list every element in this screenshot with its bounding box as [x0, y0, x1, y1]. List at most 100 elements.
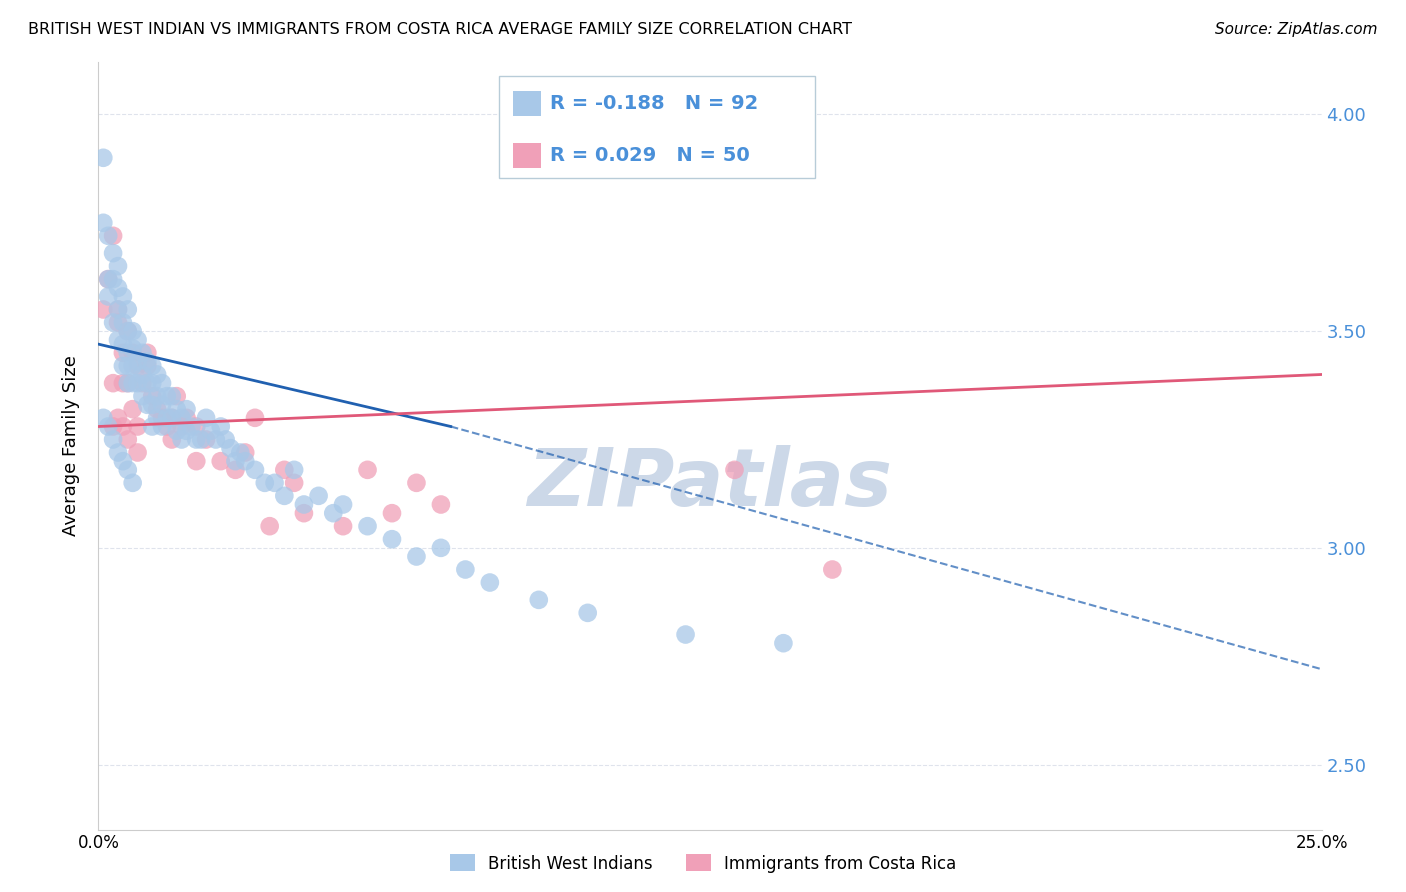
Point	[101, 419, 124, 434]
Point	[111, 337, 134, 351]
Point	[195, 410, 218, 425]
Point	[121, 342, 143, 356]
Point	[127, 419, 149, 434]
Point	[209, 419, 232, 434]
Point	[91, 410, 114, 425]
Point	[170, 419, 193, 434]
Point	[97, 272, 120, 286]
Point	[186, 419, 208, 434]
Point	[91, 151, 114, 165]
Point	[243, 463, 266, 477]
Point	[170, 410, 193, 425]
Point	[111, 454, 134, 468]
Point	[186, 433, 208, 447]
Point	[160, 433, 183, 447]
Point	[214, 433, 236, 447]
Point	[136, 359, 159, 373]
Text: Source: ZipAtlas.com: Source: ZipAtlas.com	[1215, 22, 1378, 37]
Text: R = -0.188   N = 92: R = -0.188 N = 92	[550, 94, 758, 113]
Point	[107, 302, 129, 317]
Point	[107, 259, 129, 273]
Point	[405, 475, 427, 490]
Point	[111, 289, 134, 303]
Point	[322, 506, 344, 520]
Point	[224, 454, 246, 468]
Point	[141, 376, 163, 391]
Point	[259, 519, 281, 533]
Point	[454, 562, 477, 576]
Legend: British West Indians, Immigrants from Costa Rica: British West Indians, Immigrants from Co…	[443, 847, 963, 880]
Point	[107, 333, 129, 347]
Point	[381, 532, 404, 546]
Point	[253, 475, 276, 490]
Point	[224, 463, 246, 477]
Point	[146, 368, 169, 382]
Point	[190, 433, 212, 447]
Point	[141, 359, 163, 373]
Point	[430, 541, 453, 555]
Point	[136, 376, 159, 391]
Point	[117, 324, 139, 338]
Point	[107, 281, 129, 295]
Point	[117, 376, 139, 391]
Point	[772, 636, 794, 650]
Point	[170, 433, 193, 447]
Point	[166, 402, 188, 417]
Point	[150, 398, 173, 412]
Point	[101, 433, 124, 447]
Point	[166, 389, 188, 403]
Point	[141, 398, 163, 412]
Point	[160, 389, 183, 403]
Point	[111, 376, 134, 391]
Point	[156, 419, 179, 434]
Point	[121, 376, 143, 391]
Point	[117, 463, 139, 477]
Point	[101, 272, 124, 286]
Point	[283, 475, 305, 490]
Point	[723, 463, 745, 477]
Point	[101, 228, 124, 243]
Point	[176, 402, 198, 417]
Point	[101, 316, 124, 330]
Point	[186, 454, 208, 468]
Point	[121, 359, 143, 373]
Point	[136, 346, 159, 360]
Point	[273, 489, 295, 503]
Point	[101, 376, 124, 391]
Point	[121, 475, 143, 490]
Point	[111, 359, 134, 373]
Point	[527, 592, 550, 607]
Point	[150, 419, 173, 434]
Point	[141, 419, 163, 434]
Point	[131, 389, 153, 403]
Point	[273, 463, 295, 477]
Point	[576, 606, 599, 620]
Point	[219, 441, 242, 455]
Point	[117, 359, 139, 373]
Point	[121, 346, 143, 360]
Point	[117, 324, 139, 338]
Point	[229, 445, 252, 459]
Point	[121, 324, 143, 338]
Point	[205, 433, 228, 447]
Point	[675, 627, 697, 641]
Point	[156, 410, 179, 425]
Point	[176, 424, 198, 438]
Point	[131, 346, 153, 360]
Point	[117, 376, 139, 391]
Point	[166, 424, 188, 438]
Point	[160, 410, 183, 425]
Point	[356, 463, 378, 477]
Point	[430, 498, 453, 512]
Point	[136, 398, 159, 412]
Point	[405, 549, 427, 564]
Text: R = 0.029   N = 50: R = 0.029 N = 50	[550, 145, 749, 165]
Point	[283, 463, 305, 477]
Point	[308, 489, 330, 503]
Point	[127, 333, 149, 347]
Point	[107, 410, 129, 425]
Text: BRITISH WEST INDIAN VS IMMIGRANTS FROM COSTA RICA AVERAGE FAMILY SIZE CORRELATIO: BRITISH WEST INDIAN VS IMMIGRANTS FROM C…	[28, 22, 852, 37]
Point	[356, 519, 378, 533]
Point	[127, 359, 149, 373]
Point	[131, 376, 153, 391]
